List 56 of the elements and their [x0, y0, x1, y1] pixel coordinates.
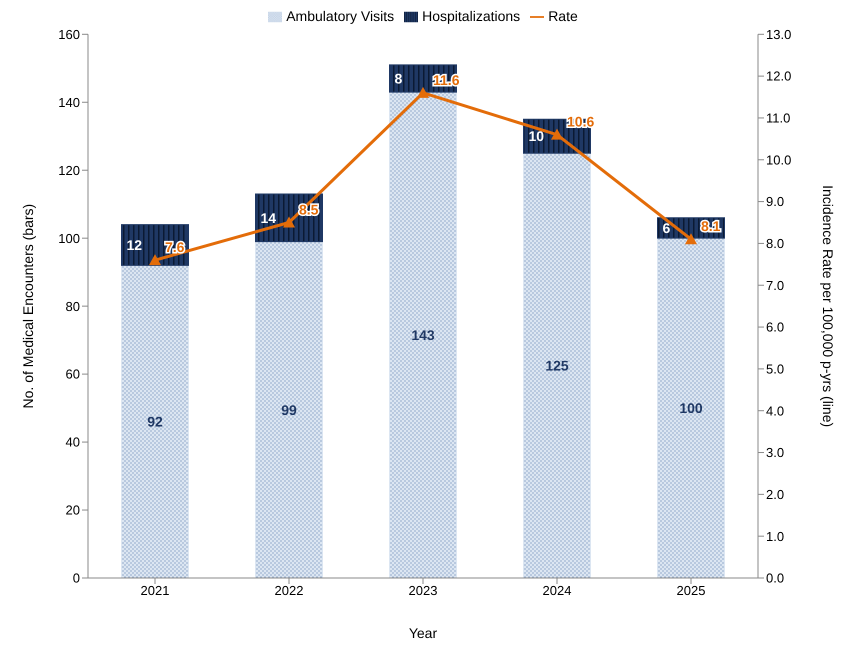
x-tick-label: 2025	[676, 583, 706, 598]
y-tick-label: 140	[58, 94, 80, 110]
legend-label: Hospitalizations	[422, 8, 520, 24]
data-label: 125	[545, 358, 569, 374]
y-axis-title: No. of Medical Encounters (bars)	[20, 204, 36, 408]
y2-tick-label: 7.0	[766, 278, 784, 293]
point	[417, 86, 429, 98]
point	[149, 254, 161, 266]
y2-tick-label: 8.0	[766, 236, 784, 252]
y2-tick-label: 5.0	[766, 362, 784, 376]
data-label: 143	[411, 327, 435, 344]
data-label: 8	[394, 70, 402, 86]
y2-tick-label: 1.0	[766, 528, 784, 544]
y-tick-label: 80	[66, 298, 80, 314]
y-tick-label: 100	[58, 230, 80, 246]
y2-tick-label: 4.0	[766, 403, 784, 418]
data-label: 92	[147, 414, 163, 430]
legend-label: Rate	[548, 8, 578, 24]
x-axis-title: Year	[408, 625, 438, 641]
bar	[255, 241, 323, 578]
data-label: 8.1	[701, 218, 721, 234]
bar	[657, 238, 725, 578]
x-tick-label: 2024	[542, 583, 572, 598]
y2-tick-label: 9.0	[766, 194, 784, 210]
data-label: 12	[126, 236, 142, 253]
data-label: 14	[260, 210, 276, 226]
point	[283, 216, 295, 228]
point	[685, 233, 697, 244]
bar	[389, 92, 457, 578]
data-label: 10	[528, 128, 544, 144]
x-tick-label: 2021	[140, 583, 170, 598]
y-tick-label: 160	[58, 26, 80, 42]
y2-tick-label: 3.0	[766, 445, 784, 460]
y-tick-label: 0	[72, 570, 80, 586]
y-tick-label: 40	[66, 434, 80, 450]
legend-label: Ambulatory Visits	[286, 8, 394, 24]
x-tick-label: 2022	[274, 583, 304, 598]
y-tick-label: 20	[66, 502, 80, 518]
data-label: 99	[281, 402, 297, 418]
y2-tick-label: 10.0	[766, 152, 792, 168]
bar	[121, 264, 189, 578]
point	[551, 128, 563, 140]
x-tick-label: 2023	[408, 583, 438, 598]
y2-tick-label: 11.0	[766, 110, 790, 126]
data-label: 6	[662, 220, 670, 236]
y2-axis-title: Incidence Rate per 100,000 p-yrs (line)	[820, 185, 836, 428]
y2-tick-label: 12.0	[766, 68, 792, 84]
y2-tick-label: 13.0	[766, 26, 792, 42]
bar	[523, 152, 591, 578]
y-tick-label: 60	[66, 366, 80, 382]
data-label: 100	[679, 400, 703, 416]
y2-tick-label: 2.0	[766, 486, 784, 502]
y2-tick-label: 6.0	[766, 320, 784, 335]
data-label: 7.6	[165, 239, 185, 256]
y2-tick-label: 0.0	[766, 570, 784, 586]
y-tick-label: 120	[58, 162, 80, 178]
